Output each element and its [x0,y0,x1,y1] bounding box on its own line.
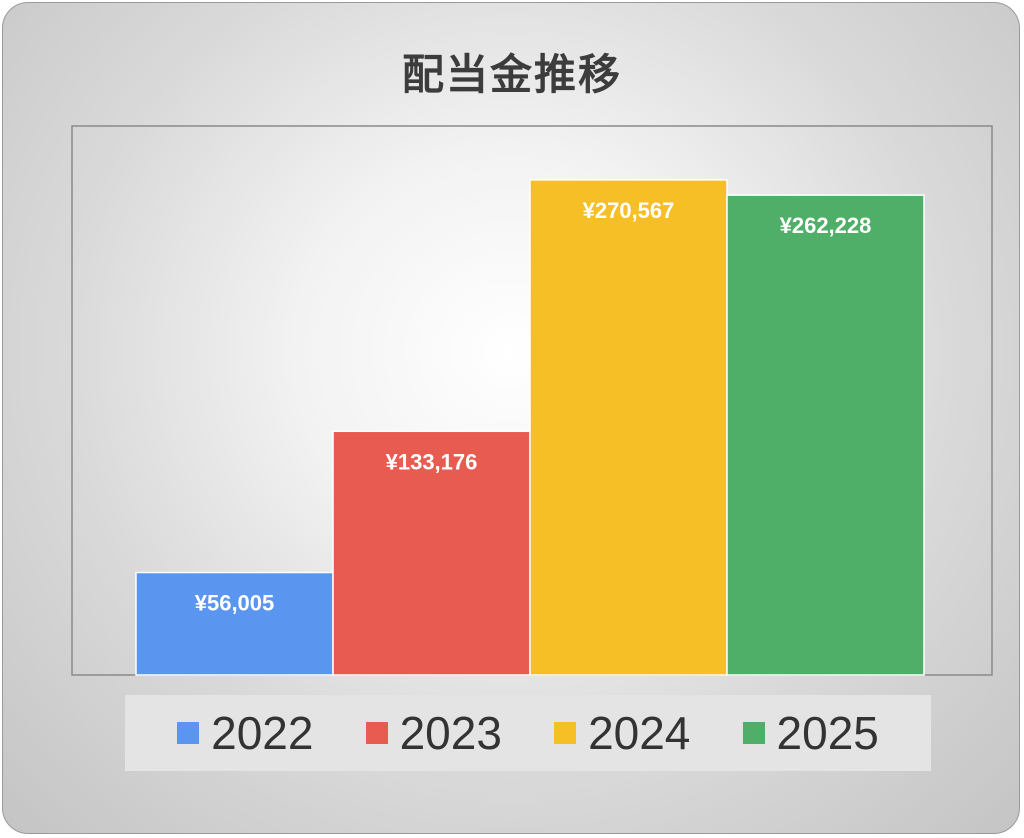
legend-item-2022: 2022 [177,706,313,760]
legend-label: 2023 [399,707,502,759]
bar-2024 [529,179,728,676]
legend-item-2024: 2024 [554,706,690,760]
data-label-2022: ¥56,005 [195,591,275,616]
legend-item-2025: 2025 [742,706,879,760]
bars-layer: ¥56,005 ¥133,176 ¥270,567 ¥262,228 [135,179,925,676]
legend-label: 2022 [211,707,314,759]
chart-title: 配当金推移 [401,50,622,99]
legend-swatch [554,722,577,744]
plot-svg: ¥56,005 ¥133,176 ¥270,567 ¥262,228 [71,125,993,676]
bar-2025 [726,194,925,676]
bar-2023 [332,430,531,676]
legend-swatch [742,722,765,744]
data-label-2024: ¥270,567 [583,198,675,223]
data-label-2023: ¥133,176 [386,449,478,474]
legend-item-2023: 2023 [365,706,502,760]
legend: 2022 2023 2024 2025 [125,695,931,771]
legend-swatch [365,722,388,744]
data-label-2025: ¥262,228 [780,213,872,238]
legend-label: 2025 [776,707,879,759]
legend-label: 2024 [588,707,691,759]
bar-2022 [135,571,334,676]
legend-swatch [177,722,200,744]
